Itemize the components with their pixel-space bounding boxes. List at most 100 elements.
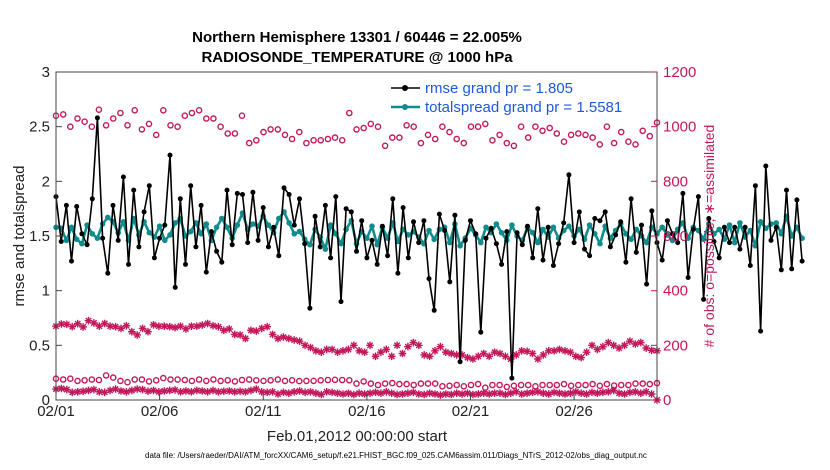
assimilated-lower-point [220,387,228,396]
assimilated-upper-point [582,348,591,356]
possible-lower-point [131,376,138,383]
totalspread-point [643,239,650,246]
possible-upper-point [231,130,239,137]
rmse-point [695,194,701,200]
assimilated-lower-point [263,388,271,397]
possible-upper-point [174,123,181,130]
assimilated-lower-point [355,389,363,397]
possible-lower-point [439,382,446,390]
assimilated-upper-point [555,345,564,354]
possible-lower-point [288,376,296,384]
assimilated-upper-point [544,347,553,355]
assimilated-lower-point [333,389,342,397]
rmse-point [343,206,349,212]
assimilated-upper-point [577,353,585,362]
totalspread-point [286,220,292,226]
rmse-point [633,249,639,255]
possible-lower-point [317,376,325,384]
possible-lower-point [396,380,403,388]
assimilated-upper-point [609,341,618,350]
rmse-point [208,229,214,235]
possible-lower-point [625,381,632,389]
possible-upper-point [396,134,403,141]
assimilated-lower-point [57,384,66,393]
assimilated-lower-point [555,389,564,397]
possible-upper-point [131,107,138,114]
assimilated-upper-point [420,351,428,359]
possible-lower-point [195,376,203,383]
possible-upper-point [238,112,246,119]
rmse-point [447,279,453,285]
assimilated-upper-point [631,340,640,348]
assimilated-upper-point [539,351,548,359]
possible-lower-point [410,381,418,389]
totalspread-point [203,221,210,227]
assimilated-upper-point [312,347,320,355]
x-tick-label: 02/21 [452,403,490,420]
rmse-point [219,259,225,265]
rmse-point [369,237,375,243]
totalspread-point [63,237,70,244]
rmse-point [100,235,106,241]
rmse-point [561,220,567,226]
assimilated-upper-point [279,333,288,341]
rmse-point [333,194,339,200]
assimilated-lower-point [252,385,261,393]
assimilated-upper-point [160,322,169,330]
possible-lower-point [632,380,639,387]
assimilated-upper-point [95,322,104,330]
assimilated-lower-point [111,385,120,393]
rmse-point [58,239,64,244]
rmse-point [659,257,665,263]
rmse-point [649,208,655,214]
totalspread-point [431,236,438,243]
possible-upper-point [324,135,332,143]
assimilated-lower-point [615,389,623,397]
assimilated-upper-point [339,347,347,355]
possible-upper-point [567,131,575,139]
possible-upper-point [267,126,274,133]
totalspread-point [322,246,329,252]
assimilated-lower-point [469,390,477,399]
assimilated-upper-point [128,327,136,336]
rmse-point [747,263,753,268]
rmse-point [519,242,525,248]
possible-upper-point [388,134,396,141]
x-tick-label: 02/06 [141,403,179,420]
rmse-point [732,224,738,230]
possible-upper-point [138,126,146,133]
possible-lower-point [575,381,582,389]
assimilated-upper-point [496,349,504,358]
rmse-point [359,218,365,224]
possible-upper-point [467,123,475,130]
assimilated-upper-point [534,355,542,363]
assimilated-lower-point [387,389,396,397]
rmse-point [146,183,152,189]
possible-upper-point [109,115,117,122]
possible-lower-point [446,382,453,390]
assimilated-upper-point [68,322,76,331]
assimilated-upper-point [452,351,461,359]
assimilated-upper-point [133,331,141,339]
rmse-point [602,209,608,215]
possible-upper-point [117,109,124,117]
assimilated-lower-point [604,388,613,396]
rmse-point [706,216,712,221]
possible-lower-point [360,378,368,385]
possible-lower-point [546,381,554,389]
totalspread-point [550,224,557,231]
assimilated-lower-point [165,386,174,395]
possible-upper-point [310,136,317,144]
assimilated-lower-point [588,388,596,397]
possible-lower-point [567,382,575,390]
y2-tick-label: 600 [663,228,688,245]
totalspread-point [327,222,334,228]
assimilated-upper-point [382,345,391,354]
rmse-point [131,187,137,193]
assimilated-lower-point [90,385,98,394]
assimilated-upper-point [100,319,109,328]
possible-upper-point [439,123,446,130]
assimilated-lower-point [593,389,602,397]
totalspread-point [79,240,85,247]
possible-upper-point [503,139,511,147]
